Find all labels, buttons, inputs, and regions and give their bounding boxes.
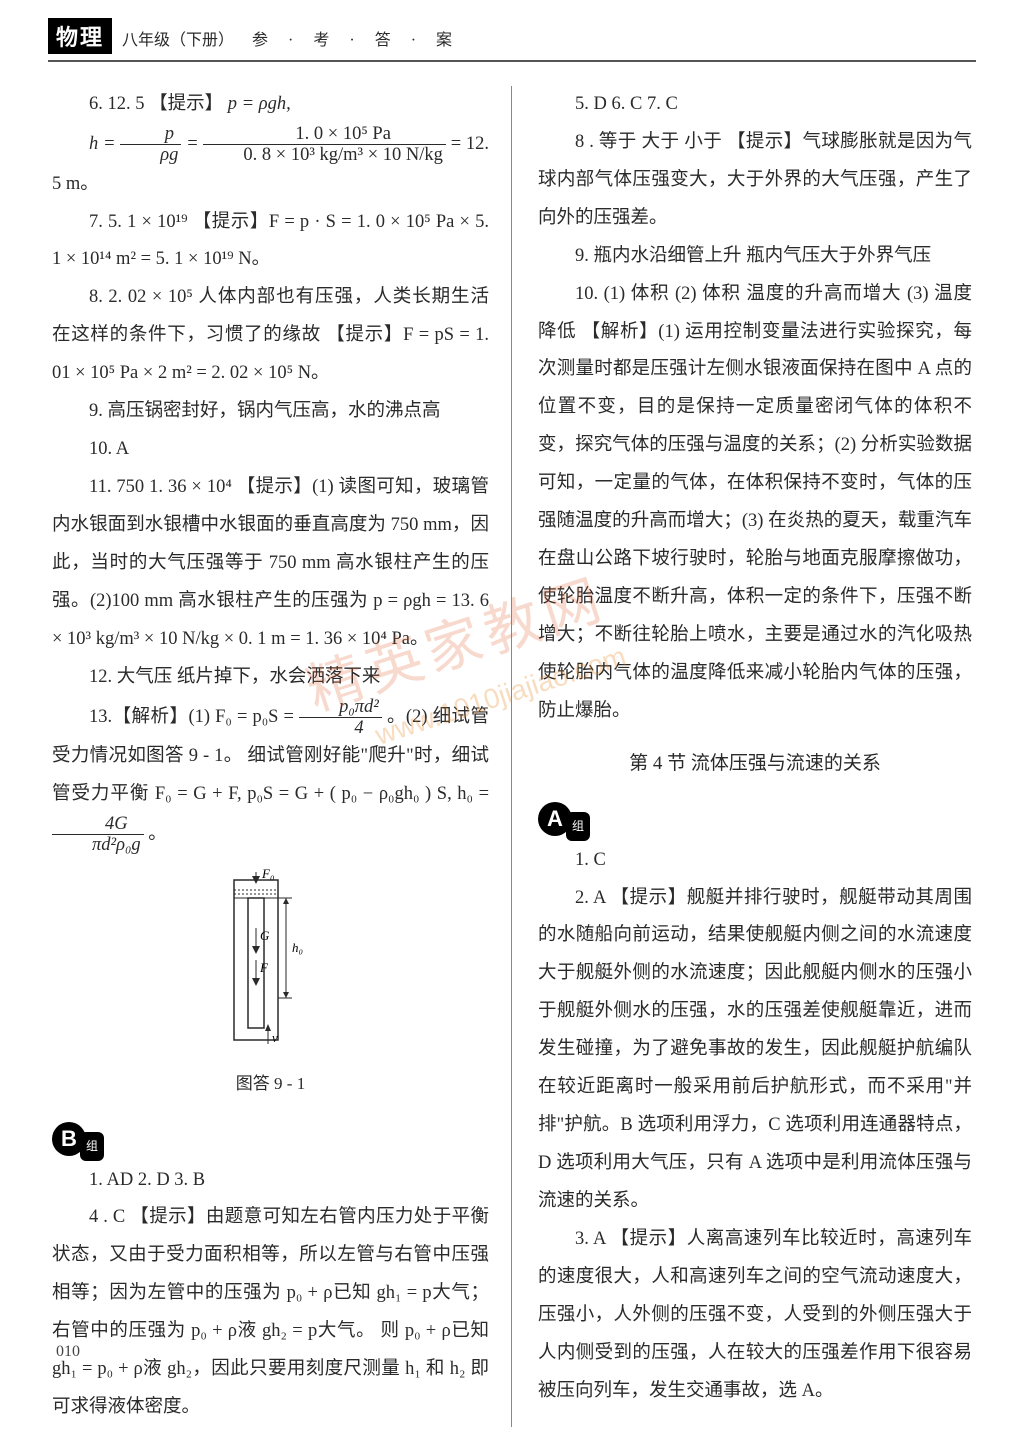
group-a-badge: A 组 xyxy=(538,802,590,836)
q13-frac1: p₀πd² 4 xyxy=(299,697,382,739)
q6-frac2-den: 0. 8 × 10³ kg/m³ × 10 N/kg xyxy=(203,145,446,165)
fig-F0: F₀ xyxy=(261,868,274,881)
q8: 8. 2. 02 × 10⁵ 人体内部也有压强，人类长期生活在这样的条件下，习惯… xyxy=(52,279,489,393)
q12: 12. 大气压 纸片掉下，水会洒落下来 xyxy=(52,659,489,697)
q6-line1: 6. 12. 5 【提示】 p = ρgh, xyxy=(52,86,489,124)
q9: 9. 高压锅密封好，锅内气压高，水的沸点高 xyxy=(52,393,489,431)
answers-label: 参 · 考 · 答 · 案 xyxy=(252,26,460,50)
group-b-sub: 组 xyxy=(80,1132,104,1161)
two-column-layout: 6. 12. 5 【提示】 p = ρgh, h = p ρg = 1. 0 ×… xyxy=(48,86,976,1427)
q10: 10. A xyxy=(52,431,489,469)
q6-frac2: 1. 0 × 10⁵ Pa 0. 8 × 10³ kg/m³ × 10 N/kg xyxy=(203,124,446,166)
left-column: 6. 12. 5 【提示】 p = ρgh, h = p ρg = 1. 0 ×… xyxy=(48,86,512,1427)
fig-h0: h₀ xyxy=(292,940,303,955)
q13-frac2: 4G πd²ρ₀g xyxy=(52,814,144,856)
fig-G: G xyxy=(260,928,270,943)
fig-F: F xyxy=(259,960,269,975)
q6-text-a: 6. 12. 5 【提示】 xyxy=(89,94,223,114)
page-header: 物理 八年级（下册） 参 · 考 · 答 · 案 xyxy=(48,18,976,62)
subject-badge: 物理 xyxy=(48,18,112,54)
q13-c: 。 xyxy=(148,824,167,844)
r10: 10. (1) 体积 (2) 体积 温度的升高而增大 (3) 温度降低 【解析】… xyxy=(538,276,972,731)
section-4-title: 第 4 节 流体压强与流速的关系 xyxy=(538,745,972,784)
r9: 9. 瓶内水沿细管上升 瓶内气压大于外界气压 xyxy=(538,238,972,276)
right-column: 5. D 6. C 7. C 8 . 等于 大于 小于 【提示】气球膨胀就是因为… xyxy=(512,86,976,1427)
q6-frac1-den: ρg xyxy=(120,145,181,165)
q6-frac1: p ρg xyxy=(120,124,181,166)
r8: 8 . 等于 大于 小于 【提示】气球膨胀就是因为气球内部气体压强变大，大于外界… xyxy=(538,124,972,238)
figure-caption: 图答 9 - 1 xyxy=(52,1067,489,1102)
q13-frac2-den: πd²ρ₀g xyxy=(52,835,144,855)
group-a-sub: 组 xyxy=(566,812,590,841)
group-b-badge: B 组 xyxy=(52,1122,104,1156)
a3: 3. A 【提示】人离高速列车比较近时，高速列车的速度很大，人和高速列车之间的空… xyxy=(538,1221,972,1411)
q6-formula-lead: p = ρgh, xyxy=(228,94,291,114)
q13-frac1-den: 4 xyxy=(299,718,382,738)
a1: 1. C xyxy=(538,842,972,880)
b4: 4 . C 【提示】由题意可知左右管内压力处于平衡状态，又由于受力面积相等，所以… xyxy=(52,1199,489,1427)
q6-frac2-num: 1. 0 × 10⁵ Pa xyxy=(203,124,446,145)
q6-eq2: = xyxy=(186,134,198,154)
q13-frac2-num: 4G xyxy=(52,814,144,835)
q6-h-eq: h = xyxy=(89,134,116,154)
tube-diagram-icon: F₀ G F h₀ v xyxy=(216,868,326,1048)
q13-frac1-num: p₀πd² xyxy=(299,697,382,718)
q11: 11. 750 1. 36 × 10⁴ 【提示】(1) 读图可知，玻璃管内水银面… xyxy=(52,469,489,659)
q7: 7. 5. 1 × 10¹⁹ 【提示】F = p · S = 1. 0 × 10… xyxy=(52,204,489,280)
q13-a: 13.【解析】(1) F₀ = p₀S = xyxy=(89,707,294,727)
a2: 2. A 【提示】舰艇并排行驶时，舰艇带动其周围的水随船向前运动，结果使舰艇内侧… xyxy=(538,880,972,1221)
q13: 13.【解析】(1) F₀ = p₀S = p₀πd² 4 。(2) 细试管受力… xyxy=(52,697,489,856)
q6-frac1-num: p xyxy=(120,124,181,145)
grade-label: 八年级（下册） xyxy=(122,26,234,50)
fig-v: v xyxy=(272,1030,278,1045)
q6-line2: h = p ρg = 1. 0 × 10⁵ Pa 0. 8 × 10³ kg/m… xyxy=(52,124,489,204)
b1: 1. AD 2. D 3. B xyxy=(52,1162,489,1200)
r5: 5. D 6. C 7. C xyxy=(538,86,972,124)
figure-9-1: F₀ G F h₀ v 图答 9 - 1 xyxy=(52,868,489,1102)
page-number: 010 xyxy=(56,1343,80,1361)
